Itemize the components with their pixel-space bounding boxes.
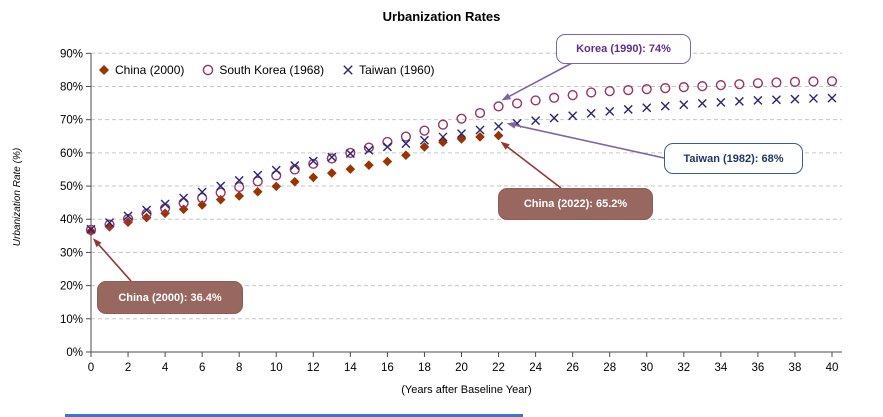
svg-text:34: 34: [714, 362, 727, 374]
svg-text:0%: 0%: [66, 347, 83, 359]
legend-label: Taiwan (1960): [359, 63, 435, 77]
svg-text:14: 14: [344, 362, 357, 374]
svg-text:40: 40: [826, 362, 839, 374]
chart-title: Urbanization Rates: [382, 9, 501, 24]
svg-text:8: 8: [236, 362, 242, 374]
callout-china-2022[interactable]: China (2022): 65.2%: [498, 188, 653, 220]
series-south-korea-1968-: [85, 76, 838, 235]
chart-legend[interactable]: China (2000) South Korea (1968) Taiwan (…: [97, 63, 435, 77]
svg-text:12: 12: [307, 362, 320, 374]
svg-text:24: 24: [529, 362, 542, 374]
callout-korea-1990[interactable]: Korea (1990): 74%: [556, 34, 691, 64]
svg-text:4: 4: [162, 362, 169, 374]
circle-marker-icon: [203, 64, 214, 76]
callout-arrows: [93, 62, 665, 282]
axes: 0%10%20%30%40%50%60%70%80%90%0 2 4 6 8 10 12 14…: [60, 48, 842, 374]
diamond-marker-icon: [99, 65, 109, 75]
series-taiwan-1960-: [86, 93, 837, 234]
svg-text:30%: 30%: [60, 247, 83, 259]
svg-text:80%: 80%: [60, 81, 83, 93]
svg-text:20: 20: [455, 362, 468, 374]
svg-text:32: 32: [677, 362, 690, 374]
svg-text:50%: 50%: [60, 181, 83, 193]
svg-text:38: 38: [789, 362, 802, 374]
svg-text:0: 0: [88, 362, 94, 374]
svg-text:10%: 10%: [60, 314, 83, 326]
legend-item-taiwan[interactable]: Taiwan (1960): [341, 63, 435, 77]
svg-text:18: 18: [418, 362, 431, 374]
legend-item-china[interactable]: China (2000): [97, 63, 184, 77]
svg-text:90%: 90%: [60, 48, 83, 60]
svg-text:30: 30: [640, 362, 653, 374]
svg-text:36: 36: [752, 362, 765, 374]
svg-text:16: 16: [381, 362, 394, 374]
svg-text:22: 22: [492, 362, 505, 374]
series-china-2000-: [86, 130, 504, 236]
svg-text:20%: 20%: [60, 281, 83, 293]
svg-text:60%: 60%: [60, 148, 83, 160]
svg-text:6: 6: [199, 362, 205, 374]
svg-text:28: 28: [603, 362, 616, 374]
svg-text:26: 26: [566, 362, 579, 374]
legend-item-south-korea[interactable]: South Korea (1968): [201, 63, 324, 77]
x-marker-icon: [343, 65, 353, 75]
callout-taiwan-1982[interactable]: Taiwan (1982): 68%: [664, 143, 803, 174]
x-axis-title: (Years after Baseline Year): [401, 384, 532, 396]
svg-text:10: 10: [270, 362, 283, 374]
y-axis-title: Urbanization Rate (%): [12, 147, 23, 247]
svg-text:2: 2: [125, 362, 131, 374]
gridlines: [91, 52, 842, 320]
callout-china-2000[interactable]: China (2000): 36.4%: [97, 281, 243, 314]
svg-text:40%: 40%: [60, 214, 83, 226]
legend-label: South Korea (1968): [219, 63, 325, 77]
bottom-blue-strip: [65, 414, 523, 417]
legend-label: China (2000): [115, 63, 185, 77]
svg-text:70%: 70%: [60, 115, 83, 127]
